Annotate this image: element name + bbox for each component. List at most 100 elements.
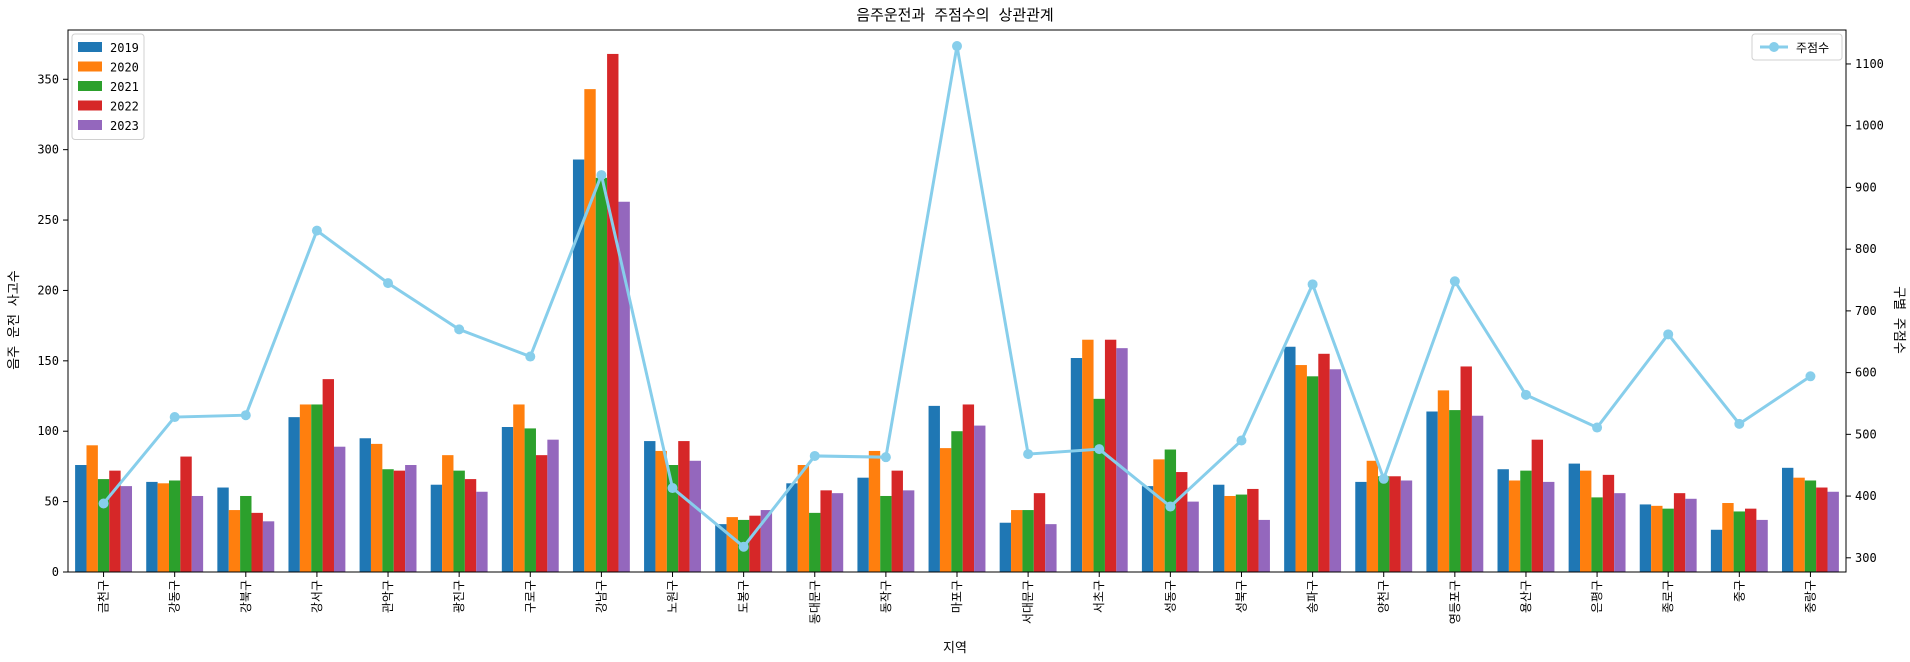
x-tick-label: 동작구	[879, 580, 893, 613]
x-tick-label: 영등포구	[1448, 580, 1462, 624]
bar-2023-8	[689, 460, 701, 572]
line-point-8	[667, 483, 678, 494]
bar-2019-19	[1426, 411, 1438, 572]
bar-2022-5	[464, 479, 477, 572]
bar-2019-18	[1355, 481, 1367, 572]
bar-2019-4	[359, 438, 371, 572]
x-tick-label: 강북구	[239, 580, 253, 613]
bar-2019-5	[430, 484, 443, 572]
bar-2022-0	[109, 470, 121, 572]
bar-2021-18	[1378, 476, 1390, 572]
y2-tick-label: 1100	[1855, 57, 1884, 71]
bar-2019-6	[501, 427, 514, 572]
y-tick-label: 350	[37, 72, 59, 86]
bar-2021-11	[880, 495, 892, 572]
x-tick-label: 동대문구	[808, 580, 822, 624]
bar-2019-12	[928, 405, 940, 572]
bar-2019-23	[1710, 529, 1723, 572]
bar-2019-10	[786, 483, 798, 572]
bar-2019-24	[1781, 467, 1794, 572]
line-point-4	[383, 278, 394, 289]
bar-2022-3	[322, 379, 334, 572]
bar-2022-14	[1104, 339, 1117, 572]
bar-2023-6	[547, 439, 559, 572]
x-tick-label: 은평구	[1590, 580, 1604, 613]
bar-2022-7	[607, 53, 619, 573]
line-point-24	[1805, 371, 1816, 382]
line-point-10	[809, 450, 820, 461]
y2-tick-label: 700	[1855, 304, 1877, 318]
y2-tick-label: 300	[1855, 551, 1877, 565]
bar-2023-3	[333, 446, 346, 572]
bar-2022-13	[1033, 493, 1046, 572]
bar-2021-23	[1733, 511, 1746, 572]
bar-2020-11	[868, 450, 881, 572]
x-tick-label: 강서구	[310, 580, 324, 613]
line-point-15	[1165, 501, 1176, 512]
bar-2020-10	[797, 465, 810, 572]
bar-2020-24	[1793, 477, 1805, 572]
bar-2021-1	[168, 480, 181, 572]
y2-tick-label: 500	[1855, 427, 1877, 441]
legend-box	[71, 33, 145, 140]
legend-label-2020: 2020	[110, 61, 139, 75]
x-tick-label: 중랑구	[1803, 580, 1817, 613]
bar-2021-13	[1022, 510, 1034, 572]
x-tick-label: 광진구	[452, 580, 466, 613]
legend-label-2023: 2023	[110, 119, 139, 133]
line-point-7	[596, 170, 607, 181]
bar-2021-3	[311, 404, 323, 572]
bar-2022-2	[251, 512, 263, 572]
bar-2023-1	[191, 495, 204, 572]
bar-2021-0	[97, 479, 110, 572]
axes: 0 50 100 150 200 250 300 350 300 400 500 600 700 800 9…	[37, 29, 1884, 624]
bar-2022-19	[1460, 366, 1472, 572]
bar-2022-6	[535, 455, 548, 572]
bar-2021-21	[1591, 497, 1603, 572]
bar-2023-7	[618, 201, 630, 572]
bar-2022-20	[1531, 439, 1544, 572]
bar-2020-3	[299, 404, 312, 572]
bar-2022-23	[1745, 508, 1757, 572]
line-point-13	[1023, 449, 1034, 460]
legend-label-2019: 2019	[110, 41, 139, 55]
y-tick-label: 200	[37, 283, 59, 297]
bar-2023-0	[120, 486, 133, 572]
bar-2023-24	[1827, 491, 1839, 572]
bar-2020-2	[228, 510, 241, 572]
bar-2020-18	[1366, 460, 1379, 572]
x-tick-label: 강동구	[168, 580, 182, 613]
bar-2021-2	[240, 495, 252, 572]
bar-2023-19	[1471, 415, 1484, 572]
bar-2023-10	[831, 493, 844, 572]
bar-2023-12	[974, 425, 986, 572]
bar-2023-9	[760, 510, 773, 572]
bar-2020-8	[655, 450, 667, 572]
bar-2019-1	[146, 481, 158, 572]
bar-2022-17	[1318, 353, 1330, 572]
bar-2020-4	[370, 443, 383, 572]
x-tick-label: 도봉구	[737, 580, 751, 613]
bar-2023-2	[262, 521, 275, 572]
bar-2019-16	[1213, 484, 1225, 572]
bar-2021-8	[666, 465, 679, 572]
bar-2021-6	[524, 428, 536, 572]
bar-2023-4	[405, 465, 417, 572]
bar-2020-7	[584, 89, 596, 572]
y-tick-label: 300	[37, 143, 59, 157]
line-point-21	[1592, 422, 1603, 433]
bar-2020-1	[157, 483, 169, 572]
line-point-12	[952, 41, 962, 52]
bar-2022-15	[1176, 472, 1188, 572]
legend-label-2021: 2021	[110, 80, 139, 94]
bar-2020-6	[513, 404, 525, 572]
y-tick-label: 50	[45, 495, 59, 509]
line-point-1	[169, 412, 180, 423]
legend-swatch-2023	[78, 120, 102, 130]
legend-bars-count: 주점수	[1751, 33, 1843, 61]
bar-2019-20	[1497, 469, 1509, 572]
y2-tick-label: 800	[1855, 242, 1877, 256]
bar-2023-16	[1258, 519, 1270, 572]
bar-2023-14	[1116, 348, 1128, 572]
bar-2020-21	[1580, 470, 1592, 572]
